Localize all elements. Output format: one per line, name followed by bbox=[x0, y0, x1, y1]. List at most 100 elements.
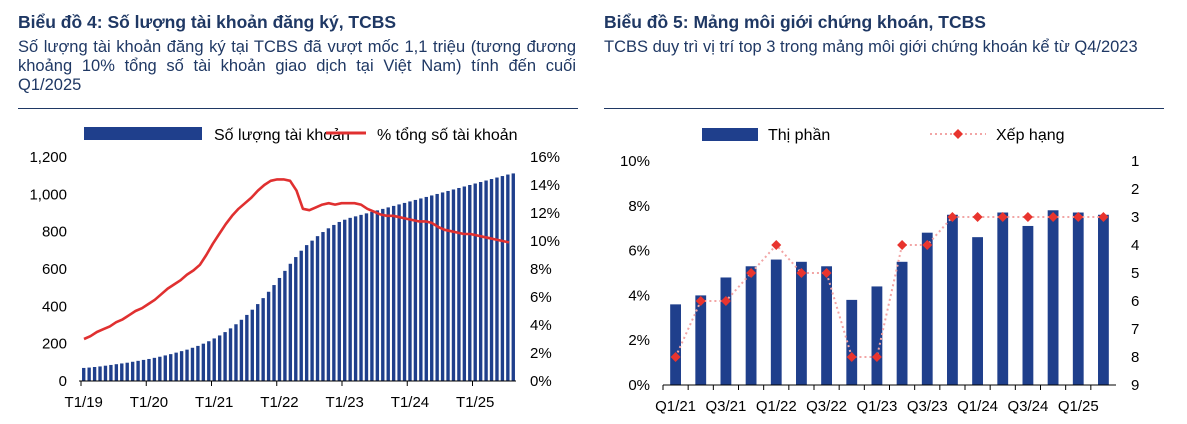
bar bbox=[201, 343, 206, 381]
bar bbox=[256, 304, 260, 381]
bar bbox=[212, 338, 216, 381]
x-tick-label: Q3/21 bbox=[705, 398, 746, 415]
y-tick-label-left: 0% bbox=[628, 377, 650, 394]
y-tick-label-right: 12% bbox=[530, 205, 560, 222]
divider bbox=[604, 108, 1164, 109]
bar bbox=[343, 219, 347, 381]
bar bbox=[921, 232, 933, 385]
rank-marker bbox=[821, 268, 832, 278]
rank-marker bbox=[1048, 212, 1059, 222]
bar bbox=[234, 324, 238, 381]
bar bbox=[451, 189, 456, 381]
y-tick-label-right: 6 bbox=[1131, 293, 1139, 310]
bar bbox=[972, 237, 983, 385]
rank-marker bbox=[670, 352, 681, 362]
x-tick-label: T1/23 bbox=[326, 394, 364, 411]
legend-label: Xếp hạng bbox=[996, 127, 1065, 144]
series-line bbox=[83, 178, 510, 341]
bar bbox=[745, 266, 757, 385]
y-tick-label-right: 1 bbox=[1131, 153, 1139, 170]
bar bbox=[457, 187, 461, 381]
y-tick-label-left: 10% bbox=[620, 153, 650, 170]
bar bbox=[196, 345, 200, 381]
y-tick-label-right: 3 bbox=[1131, 209, 1139, 226]
y-tick-label-right: 8% bbox=[530, 261, 552, 278]
rank-marker bbox=[796, 268, 807, 278]
bar bbox=[359, 214, 363, 381]
rank-marker bbox=[1022, 212, 1033, 222]
bar bbox=[695, 295, 707, 385]
legend-swatch-bar bbox=[702, 128, 758, 141]
rank-marker bbox=[720, 296, 731, 306]
bar bbox=[228, 328, 233, 381]
bar bbox=[391, 205, 396, 381]
bar bbox=[337, 221, 341, 381]
x-tick-label: T1/22 bbox=[260, 394, 298, 411]
bar bbox=[397, 204, 401, 381]
y-tick-label-left: 800 bbox=[42, 224, 67, 241]
bar bbox=[846, 299, 858, 385]
bar bbox=[261, 298, 265, 381]
x-tick-label: T1/20 bbox=[130, 394, 168, 411]
bar bbox=[720, 277, 732, 385]
y-tick-label-right: 6% bbox=[530, 289, 552, 306]
bar bbox=[163, 355, 167, 381]
legend-label: Số lượng tài khoản bbox=[214, 127, 350, 144]
y-tick-label-left: 8% bbox=[628, 198, 650, 215]
chart-title: Biểu đồ 5: Mảng môi giới chứng khoán, TC… bbox=[604, 12, 986, 32]
bar bbox=[185, 349, 189, 381]
bar bbox=[424, 196, 428, 381]
bar bbox=[82, 367, 86, 381]
bar bbox=[821, 266, 832, 385]
bar bbox=[1098, 214, 1109, 385]
bar bbox=[500, 176, 505, 381]
y-tick-label-left: 1,200 bbox=[29, 149, 67, 166]
bar bbox=[136, 360, 140, 381]
bar bbox=[266, 291, 271, 381]
bar bbox=[386, 207, 390, 381]
rank-line bbox=[674, 216, 1104, 358]
bar bbox=[997, 212, 1009, 385]
bar bbox=[478, 182, 483, 381]
bar bbox=[109, 364, 113, 381]
y-tick-label-left: 4% bbox=[628, 287, 650, 304]
bar bbox=[896, 261, 908, 385]
bar bbox=[294, 257, 298, 381]
bar bbox=[413, 199, 418, 381]
bar bbox=[245, 314, 249, 381]
bar bbox=[179, 351, 184, 381]
x-tick-label: Q1/23 bbox=[856, 398, 897, 415]
y-tick-label-right: 4 bbox=[1131, 237, 1139, 254]
y-tick-label-left: 0 bbox=[59, 373, 67, 390]
rank-marker bbox=[1098, 212, 1109, 222]
bar bbox=[223, 332, 227, 381]
bar bbox=[125, 362, 129, 381]
x-tick-label: Q1/25 bbox=[1058, 398, 1099, 415]
bar bbox=[670, 304, 681, 385]
y-tick-label-right: 16% bbox=[530, 149, 560, 166]
rank-marker bbox=[922, 240, 933, 250]
x-tick-label: Q1/22 bbox=[756, 398, 797, 415]
legend-swatch-marker bbox=[953, 129, 963, 139]
y-tick-label-left: 6% bbox=[628, 243, 650, 260]
bar bbox=[321, 232, 325, 381]
bar bbox=[207, 341, 211, 381]
rank-marker bbox=[695, 296, 706, 306]
y-tick-label-right: 14% bbox=[530, 177, 560, 194]
x-tick-label: T1/24 bbox=[391, 394, 429, 411]
rank-marker bbox=[972, 212, 983, 222]
bar bbox=[473, 183, 477, 381]
bar bbox=[299, 250, 303, 381]
bar bbox=[770, 259, 782, 385]
bar bbox=[315, 236, 320, 381]
bar bbox=[435, 193, 439, 381]
y-tick-label-right: 4% bbox=[530, 317, 552, 334]
bar bbox=[446, 190, 450, 381]
x-tick-label: T1/21 bbox=[195, 394, 233, 411]
y-tick-label-left: 400 bbox=[42, 298, 67, 315]
bar bbox=[288, 263, 293, 381]
bar bbox=[174, 352, 178, 381]
bar bbox=[1022, 225, 1034, 385]
chart-title: Biểu đồ 4: Số lượng tài khoản đăng ký, T… bbox=[18, 12, 397, 32]
y-tick-label-right: 0% bbox=[530, 373, 552, 390]
